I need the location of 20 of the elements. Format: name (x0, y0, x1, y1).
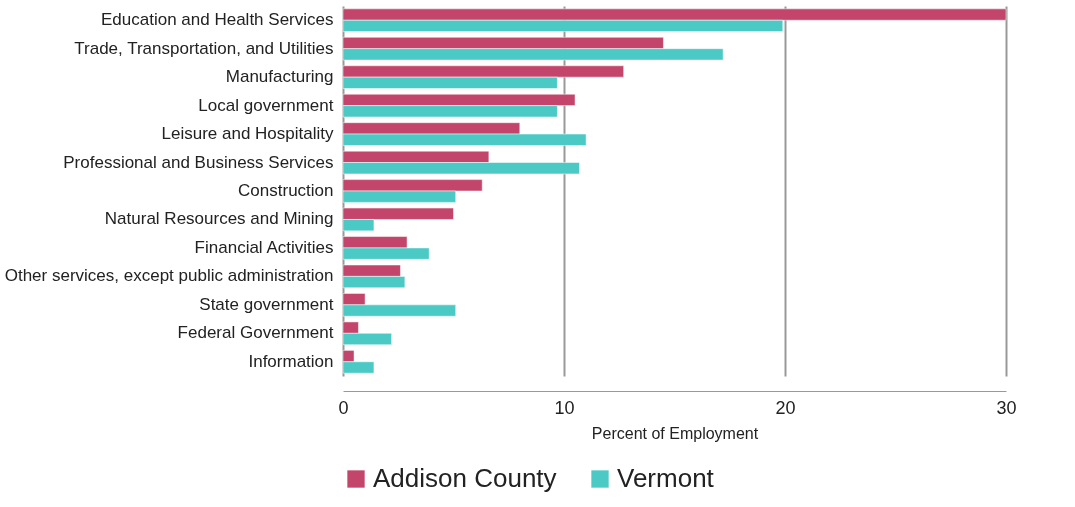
y-tick-label: Construction (238, 181, 334, 200)
y-tick-label: Federal Government (177, 323, 334, 343)
y-tick-label: Local government (198, 95, 334, 115)
x-tick-label: 20 (775, 397, 796, 418)
y-tick-label: Education and Health Services (101, 10, 334, 30)
y-tick-label: Other services, except public administration (4, 266, 334, 286)
y-tick-label: Professional and Business Services (63, 152, 334, 172)
y-tick-label: Natural Resources and Mining (104, 209, 334, 229)
x-tick-label: 30 (996, 397, 1017, 418)
x-tick-label: 0 (338, 397, 349, 418)
y-tick-label: Trade, Transportation, and Utilities (74, 38, 334, 58)
y-tick-label: Manufacturing (225, 67, 334, 87)
y-tick-label: Financial Activities (194, 237, 334, 257)
legend-label: Vermont (617, 463, 715, 493)
y-tick-label: Leisure and Hospitality (161, 124, 334, 144)
y-tick-label: State government (199, 294, 334, 314)
x-tick-label: 10 (554, 397, 575, 418)
x-axis-title: Percent of Employment (591, 424, 759, 442)
legend-label: Addison County (373, 463, 557, 493)
y-tick-label: Information (248, 351, 334, 371)
